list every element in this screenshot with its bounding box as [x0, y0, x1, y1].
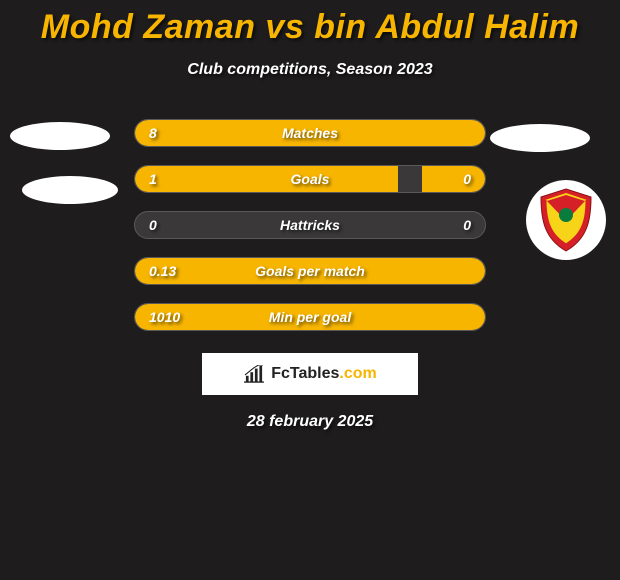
stat-row: 0Hattricks0	[134, 211, 486, 239]
footer-brand-box: FcTables.com	[202, 353, 418, 395]
stat-label: Hattricks	[199, 217, 421, 233]
page-subtitle: Club competitions, Season 2023	[0, 61, 620, 79]
stat-label: Goals per match	[199, 263, 421, 279]
stat-value-right: 0	[421, 171, 485, 187]
stat-row: 1010Min per goal	[134, 303, 486, 331]
stat-bars: 8Matches1Goals00Hattricks00.13Goals per …	[134, 119, 486, 331]
stat-label: Matches	[199, 125, 421, 141]
stat-row: 1Goals0	[134, 165, 486, 193]
stat-value-left: 8	[135, 125, 199, 141]
stat-label: Min per goal	[199, 309, 421, 325]
shield-icon	[537, 187, 595, 253]
footer-brand-a: FcTables	[271, 365, 339, 382]
decorative-ellipse	[490, 124, 590, 152]
stat-row: 8Matches	[134, 119, 486, 147]
stat-value-left: 1	[135, 171, 199, 187]
footer-brand-b: .com	[339, 365, 376, 382]
decorative-ellipse	[10, 122, 110, 150]
stat-value-right: 0	[421, 217, 485, 233]
stat-label: Goals	[199, 171, 421, 187]
footer-date: 28 february 2025	[0, 413, 620, 431]
decorative-ellipse	[22, 176, 118, 204]
stat-value-left: 0.13	[135, 263, 199, 279]
stat-row: 0.13Goals per match	[134, 257, 486, 285]
page-title: Mohd Zaman vs bin Abdul Halim	[0, 0, 620, 47]
footer-brand-text: FcTables.com	[271, 365, 377, 383]
bar-chart-icon	[243, 365, 265, 383]
club-crest	[526, 180, 606, 260]
stat-value-left: 1010	[135, 309, 199, 325]
stat-value-left: 0	[135, 217, 199, 233]
